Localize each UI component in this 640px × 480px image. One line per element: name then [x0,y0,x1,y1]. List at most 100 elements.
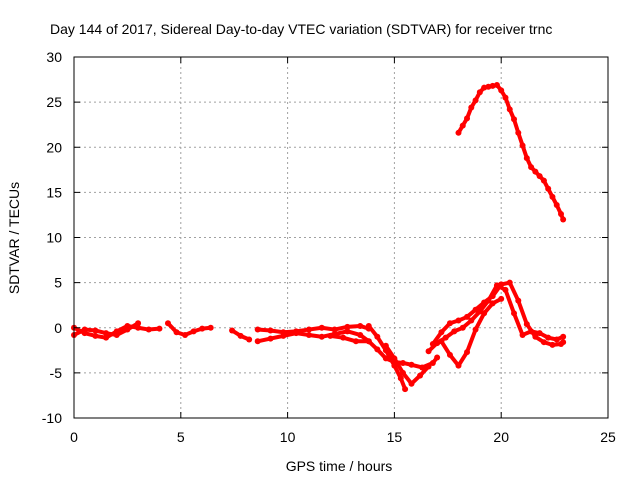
data-point [536,173,543,180]
data-point [199,325,206,332]
chart-title: Day 144 of 2017, Sidereal Day-to-day VTE… [50,21,552,37]
axis-ticks: 0 5 10 15 20 25 -10 -5 0 5 10 15 20 25 30 [42,49,616,445]
data-point [481,310,488,317]
data-point [540,339,547,346]
y-tick-label: 25 [46,94,62,110]
y-tick-label: 20 [46,139,62,155]
data-point [532,168,539,175]
data-point [549,341,556,348]
x-tick-label: 15 [387,429,403,445]
series-line-arc-5 [255,329,371,344]
data-point [365,322,372,329]
data-point [540,177,547,184]
data-point [399,359,406,366]
data-point [545,185,552,192]
data-point [464,313,471,320]
data-point [553,336,560,343]
data-point [498,87,505,94]
data-point [558,211,565,218]
y-tick-label: 30 [46,49,62,65]
data-point [446,351,453,358]
data-point [113,331,120,338]
data-point [318,333,325,340]
data-point [502,94,509,101]
y-tick-label: 15 [46,184,62,200]
data-point [438,338,445,345]
data-point [293,328,300,335]
data-point [446,320,453,327]
data-point [352,338,359,345]
data-point [164,320,171,327]
data-point [365,338,372,345]
data-point [472,97,479,104]
data-point [327,332,334,339]
data-point [519,331,526,338]
y-tick-label: 0 [54,320,62,336]
data-point [92,332,99,339]
data-point [374,333,381,340]
data-point [515,297,522,304]
data-point [468,104,475,111]
data-point [173,329,180,336]
data-point [331,326,338,333]
data-point [532,333,539,340]
data-point [498,281,505,288]
data-point [408,361,415,368]
data-point [549,193,556,200]
data-point [229,327,236,334]
data-point [92,327,99,334]
data-point [374,346,381,353]
data-point [528,164,535,171]
y-tick-label: 5 [54,275,62,291]
data-point [254,326,261,333]
data-point [553,202,560,209]
data-point [408,380,415,387]
y-tick-label: -10 [42,410,62,426]
y-tick-label: 10 [46,230,62,246]
data-point [382,342,389,349]
data-point [357,322,364,329]
x-tick-label: 25 [600,429,616,445]
data-point [451,328,458,335]
data-point [481,299,488,306]
x-tick-label: 5 [177,429,185,445]
data-point [124,326,131,333]
data-point [318,324,325,331]
data-point [357,331,364,338]
data-point [560,339,567,346]
data-point [267,327,274,334]
data-point [305,331,312,338]
data-point [502,286,509,293]
data-point [190,328,197,335]
data-point [511,310,518,317]
data-series [71,81,567,393]
data-point [464,349,471,356]
data-point [402,386,409,393]
data-point [305,326,312,333]
data-point [468,317,475,324]
data-point [417,372,424,379]
x-tick-label: 0 [70,429,78,445]
data-point [519,142,526,149]
data-point [459,324,466,331]
data-point [438,329,445,336]
data-point [523,155,530,162]
x-tick-label: 10 [280,429,296,445]
data-point [498,295,505,302]
data-point [280,329,287,336]
data-point [429,340,436,347]
data-point [511,116,518,123]
data-point [545,334,552,341]
data-point [515,129,522,136]
data-point [103,330,110,337]
data-point [472,326,479,333]
data-point [536,330,543,337]
data-point [145,326,152,333]
y-axis-label: SDTVAR / TECUs [6,182,22,294]
data-point [455,129,462,136]
data-point [340,334,347,341]
data-point [455,317,462,324]
x-axis-label: GPS time / hours [286,458,393,474]
data-point [506,279,513,286]
